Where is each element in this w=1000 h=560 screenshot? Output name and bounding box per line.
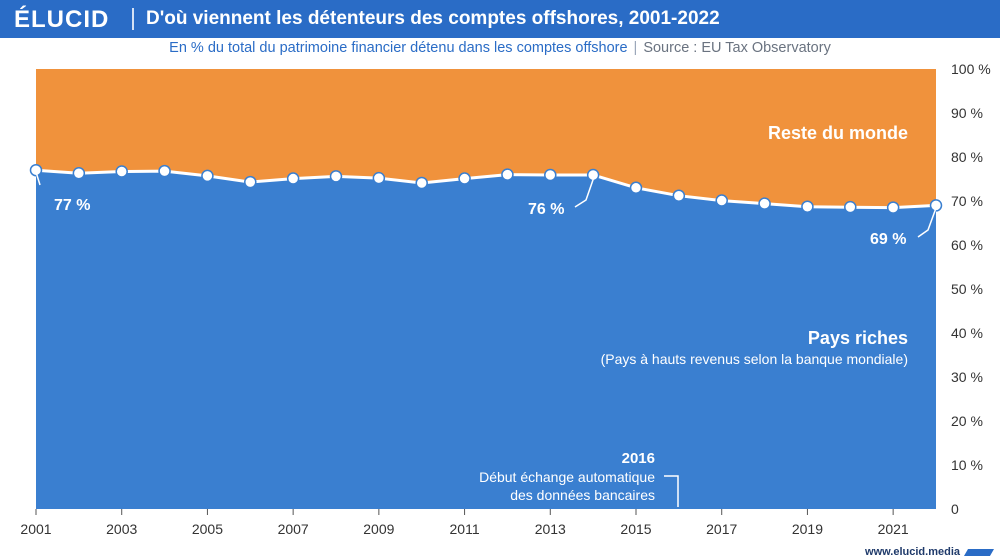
data-point-2001 (29, 163, 43, 177)
data-point-2016 (672, 189, 686, 202)
chart-title: D'où viennent les détenteurs des comptes… (146, 8, 720, 29)
y-tick-label: 0 (951, 501, 959, 517)
y-tick-label: 20 % (951, 413, 983, 429)
data-points (29, 163, 943, 214)
label-reste-du-monde: Reste du monde (768, 123, 908, 143)
elucid-logo: ÉLUCID (14, 6, 110, 33)
series-line (35, 168, 937, 210)
x-tick-label: 2009 (363, 521, 394, 537)
annotation-line1: Début échange automatique (479, 469, 655, 485)
data-point-2022 (929, 199, 943, 212)
data-point-2021 (886, 201, 900, 214)
header-bar: ÉLUCID D'où viennent les détenteurs des … (0, 0, 1000, 38)
y-tick-label: 100 % (951, 61, 991, 77)
data-point-2006 (244, 175, 257, 189)
y-tick-label: 40 % (951, 325, 983, 341)
y-tick-label: 50 % (951, 281, 983, 297)
y-axis: 0 10 % 20 % 30 % 40 % 50 % 60 % 70 % 80 % 90 % 100… (951, 61, 991, 517)
y-tick-label: 10 % (951, 457, 983, 473)
x-tick-label: 2021 (878, 521, 909, 537)
x-tick-label: 2011 (450, 521, 480, 537)
y-tick-label: 70 % (951, 193, 983, 209)
y-tick-label: 80 % (951, 149, 983, 165)
x-tick-label: 2003 (106, 521, 137, 537)
data-point-2011 (458, 172, 471, 185)
data-point-2009 (372, 171, 386, 185)
data-point-2015 (629, 181, 643, 195)
data-point-2010 (415, 176, 428, 190)
data-point-2013 (544, 168, 557, 182)
data-point-2003 (115, 165, 128, 178)
data-point-2007 (286, 172, 300, 185)
y-tick-label: 90 % (951, 105, 983, 121)
x-tick-label: 2019 (792, 521, 823, 537)
callout-2022 (917, 207, 937, 238)
subtitle-separator: | (633, 40, 638, 56)
footer-site-text: www.elucid.media (865, 546, 960, 558)
value-label-2014: 76 % (528, 201, 564, 218)
annotation-line2: des données bancaires (510, 487, 655, 503)
annotation-year: 2016 (622, 450, 655, 467)
data-point-2020 (844, 200, 857, 214)
y-tick-label: 30 % (951, 369, 983, 385)
header-divider (132, 8, 134, 30)
data-point-2002 (72, 167, 86, 180)
data-point-2019 (801, 200, 814, 213)
data-point-2004 (158, 164, 171, 178)
area-pays-riches (36, 170, 936, 509)
footer-site: www.elucid.media (865, 546, 995, 558)
data-point-2012 (501, 168, 514, 181)
source-text: Source : EU Tax Observatory (643, 40, 831, 56)
value-label-2022: 69 % (870, 231, 906, 248)
x-tick-label: 2015 (620, 521, 651, 537)
callout-2014 (574, 176, 595, 208)
data-point-2018 (758, 197, 771, 210)
subtitle-text: En % du total du patrimoine financier dé… (169, 40, 628, 56)
footer-mark-icon (963, 548, 995, 556)
x-axis: 2001 2003 2005 2007 2009 2011 2013 2015 2017 2019… (20, 509, 909, 537)
x-tick-label: 2017 (706, 521, 737, 537)
x-tick-label: 2013 (535, 521, 566, 537)
chart-subtitle: En % du total du patrimoine financier dé… (0, 40, 1000, 56)
data-point-2008 (329, 170, 343, 183)
annotation-bracket (664, 475, 679, 507)
data-point-2017 (715, 194, 728, 207)
x-tick-label: 2005 (192, 521, 223, 537)
label-pays-riches: Pays riches (808, 328, 908, 348)
label-pays-riches-sub: (Pays à hauts revenus selon la banque mo… (601, 351, 908, 367)
callout-2001 (35, 171, 41, 186)
value-label-2001: 77 % (54, 197, 90, 214)
data-point-2005 (201, 169, 214, 183)
x-tick-label: 2007 (278, 521, 309, 537)
y-tick-label: 60 % (951, 237, 983, 253)
x-tick-label: 2001 (20, 521, 51, 537)
